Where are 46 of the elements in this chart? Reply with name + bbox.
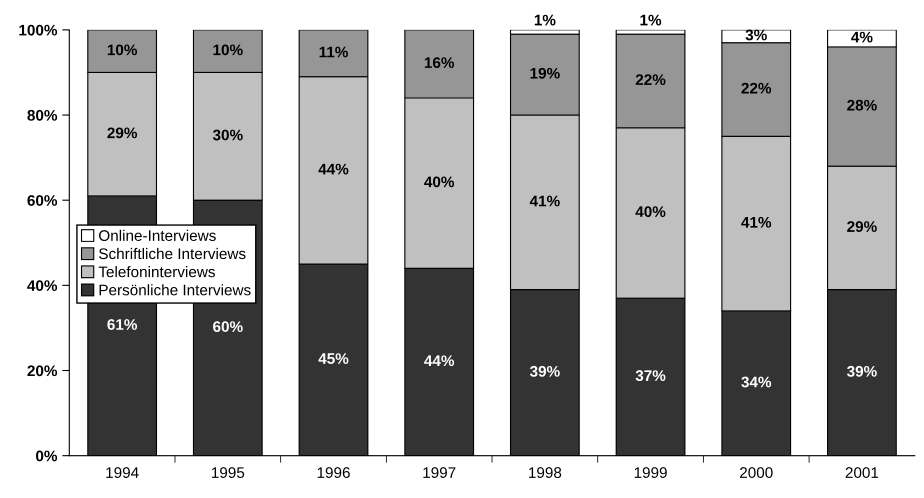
data-label: 29%	[847, 221, 877, 232]
y-tick-label: 60%	[27, 195, 58, 206]
data-label: 41%	[741, 216, 772, 228]
data-label: 28%	[847, 100, 877, 111]
data-label: 10%	[108, 44, 138, 56]
data-label: 11%	[320, 46, 348, 58]
x-tick-label: 1994	[106, 467, 139, 478]
legend-label: Persönliche Interviews	[100, 284, 251, 296]
data-label: 29%	[107, 127, 138, 138]
x-tick-label: 2001	[846, 467, 878, 478]
data-label: 22%	[636, 74, 666, 86]
data-label: 1%	[534, 14, 556, 26]
data-label: 22%	[741, 82, 772, 94]
y-tick-label: 20%	[27, 365, 58, 376]
legend-label: Online-Interviews	[99, 230, 216, 241]
x-tick-label: 1998	[529, 467, 562, 478]
data-label: 45%	[318, 353, 348, 364]
data-label: 1%	[640, 14, 662, 26]
data-label: 44%	[424, 355, 454, 366]
data-label: 30%	[212, 130, 243, 140]
legend-label: Schriftliche Interviews	[99, 248, 246, 260]
x-tick-label: 1995	[212, 467, 244, 478]
data-label: 40%	[424, 176, 454, 188]
data-label: 39%	[530, 366, 560, 377]
data-label: 44%	[318, 164, 348, 174]
data-label: 37%	[636, 370, 666, 382]
x-tick-label: 1997	[423, 467, 456, 478]
data-label: 4%	[851, 32, 873, 42]
data-label: 39%	[846, 366, 877, 377]
data-label: 19%	[530, 68, 560, 79]
y-tick-label: 100%	[19, 24, 58, 36]
data-label: 60%	[213, 321, 243, 332]
data-label: 61%	[107, 319, 138, 330]
data-label: 16%	[424, 57, 454, 68]
legend-label: Telefoninterviews	[98, 266, 215, 278]
data-label: 3%	[746, 30, 767, 40]
data-label: 34%	[741, 376, 772, 388]
x-tick-label: 1996	[318, 467, 350, 478]
data-label: 40%	[635, 206, 666, 218]
y-tick-label: 80%	[27, 110, 58, 121]
x-tick-label: 1999	[634, 467, 667, 478]
y-tick-label: 40%	[27, 280, 58, 292]
data-label: 10%	[213, 44, 243, 56]
data-label: 41%	[530, 196, 560, 206]
y-tick-label: 0%	[36, 450, 58, 462]
x-tick-label: 2000	[740, 467, 773, 478]
